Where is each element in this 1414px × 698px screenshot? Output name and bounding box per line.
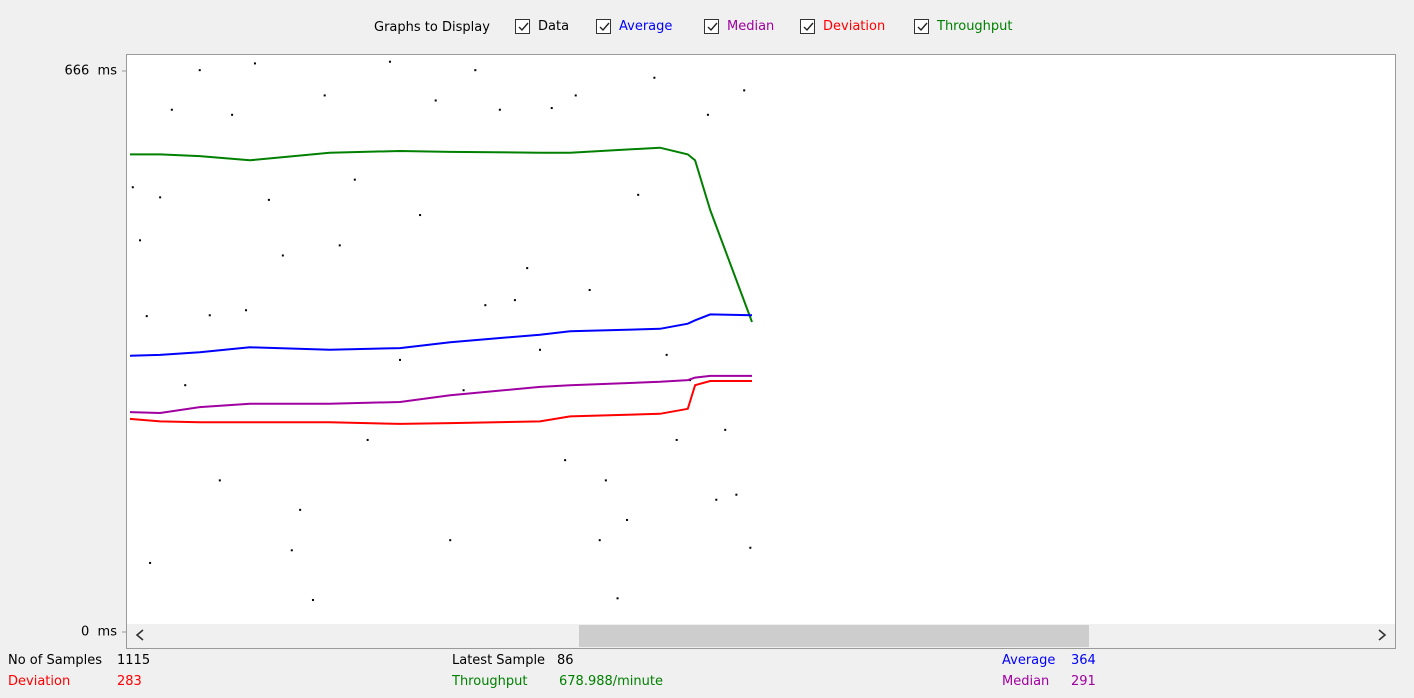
checkbox-box[interactable] [704, 19, 719, 34]
data-point [145, 315, 148, 318]
series-line [129, 313, 753, 357]
stat-label: Median [1002, 674, 1050, 689]
data-point [311, 598, 314, 601]
checkbox[interactable]: Throughput [914, 19, 1034, 37]
data-point [498, 108, 501, 111]
data-point [675, 438, 678, 441]
data-point [159, 196, 162, 199]
check-mark [518, 22, 529, 32]
data-point [231, 113, 234, 116]
data-point [290, 549, 293, 552]
data-point [131, 186, 134, 189]
y-tick-label: 666 ms [64, 64, 117, 79]
check-mark [803, 22, 814, 32]
stat-label: Average [1002, 653, 1056, 668]
data-point [724, 428, 727, 431]
data-point [449, 539, 452, 542]
data-point [637, 193, 640, 196]
data-point [170, 108, 173, 111]
data-point [598, 539, 601, 542]
data-point [388, 60, 391, 63]
data-point [299, 508, 302, 511]
data-point [550, 107, 553, 110]
data-point [604, 479, 607, 482]
series-line [129, 374, 752, 415]
checkbox-label[interactable]: Throughput [937, 19, 1013, 34]
data-point [653, 76, 656, 79]
data-point [526, 267, 529, 270]
checkbox[interactable]: Deviation [800, 19, 920, 37]
checkbox[interactable]: Median [704, 19, 824, 37]
data-point [149, 561, 152, 564]
data-point [749, 546, 752, 549]
checkbox-box[interactable] [914, 19, 929, 34]
stat-value: 678.988/minute [559, 674, 663, 689]
data-point [267, 198, 270, 201]
data-point [366, 438, 369, 441]
data-point [616, 597, 619, 600]
checkbox-box[interactable] [596, 19, 611, 34]
scrollbar-thumb[interactable] [579, 625, 1089, 647]
data-point [419, 214, 422, 217]
data-point [474, 69, 477, 72]
data-point [338, 244, 341, 247]
stat-value: 86 [557, 653, 574, 668]
data-point [208, 314, 211, 317]
data-point [715, 498, 718, 501]
data-point [139, 239, 142, 242]
data-point [626, 518, 629, 521]
data-point [434, 99, 437, 102]
controls-label: Graphs to Display [374, 20, 490, 35]
data-point [574, 94, 577, 97]
data-point [743, 89, 746, 92]
stat-label: Throughput [452, 674, 528, 689]
data-point [323, 94, 326, 97]
series-line [130, 146, 753, 323]
data-point [539, 348, 542, 351]
check-mark [917, 22, 928, 32]
stat-label: Deviation [8, 674, 71, 689]
checkbox-label[interactable]: Deviation [823, 19, 886, 34]
data-point [564, 459, 567, 462]
checkbox-label[interactable]: Median [727, 19, 775, 34]
data-point [198, 69, 201, 72]
checkbox-label[interactable]: Data [538, 19, 570, 34]
data-point [665, 353, 668, 356]
checkbox[interactable]: Average [596, 19, 716, 37]
data-point [484, 304, 487, 307]
stat-label: Latest Sample [452, 653, 546, 668]
stat-label: No of Samples [8, 653, 102, 668]
checkbox-box[interactable] [515, 19, 530, 34]
data-point [253, 62, 256, 65]
data-point [245, 309, 248, 312]
checkbox-label[interactable]: Average [619, 19, 673, 34]
data-point [735, 493, 738, 496]
data-point [462, 389, 465, 392]
data-point [218, 479, 221, 482]
data-point [398, 358, 401, 361]
plot-area [126, 54, 1396, 649]
stat-value: 1115 [117, 653, 151, 668]
check-mark [599, 22, 610, 32]
stat-value: 364 [1071, 653, 1096, 668]
scroll-right-arrow[interactable] [1378, 629, 1387, 641]
check-mark [707, 22, 718, 32]
data-point [353, 178, 356, 181]
data-point [281, 254, 284, 257]
data-point [588, 289, 591, 292]
checkbox-box[interactable] [800, 19, 815, 34]
data-point [513, 299, 516, 302]
stat-value: 283 [117, 674, 142, 689]
data-point [706, 113, 709, 116]
stat-value: 291 [1071, 674, 1096, 689]
series-line [129, 380, 752, 425]
y-tick-label: 0 ms [81, 625, 117, 640]
scroll-left-arrow[interactable] [135, 629, 144, 641]
checkbox[interactable]: Data [515, 19, 635, 37]
data-point [184, 384, 187, 387]
